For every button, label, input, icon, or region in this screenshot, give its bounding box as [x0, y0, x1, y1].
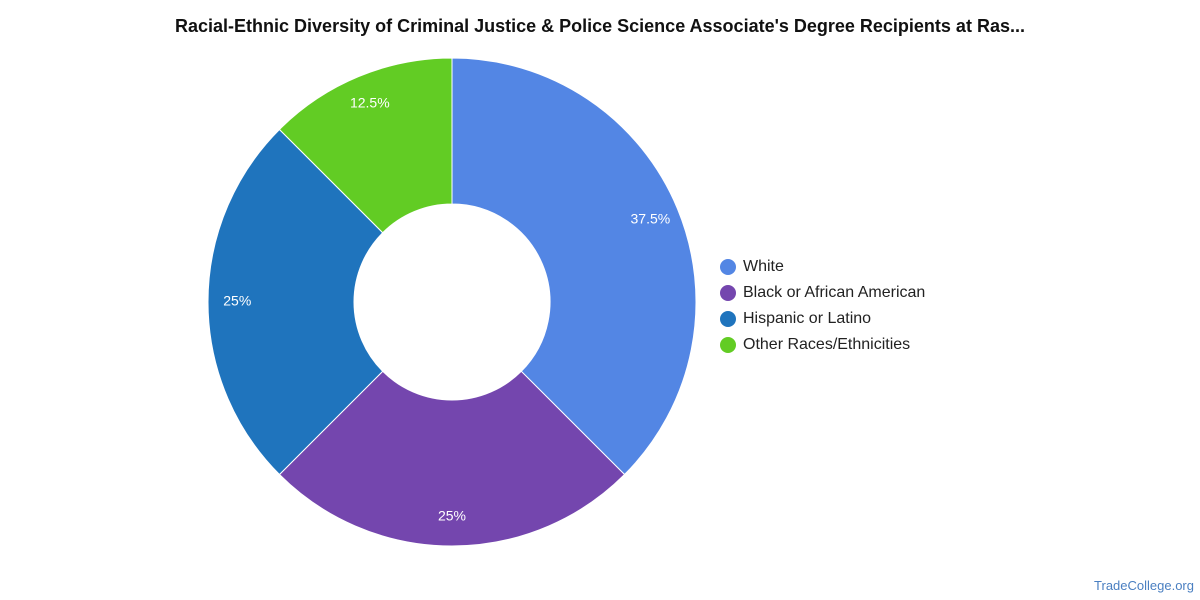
chart-legend: White Black or African American Hispanic… [720, 254, 925, 358]
legend-item-white[interactable]: White [720, 254, 925, 280]
legend-label-other-races-ethnicities: Other Races/Ethnicities [743, 336, 911, 353]
donut-slice-white[interactable] [451, 57, 697, 476]
donut-slice-other-races-ethnicities[interactable] [278, 57, 453, 234]
legend-label-hispanic-or-latino: Hispanic or Latino [743, 310, 872, 327]
legend-swatch-other-races-ethnicities [720, 337, 736, 353]
legend-item-hispanic-or-latino[interactable]: Hispanic or Latino [720, 306, 925, 332]
legend-swatch-black-or-african-american [720, 285, 736, 301]
donut-slice-hispanic-or-latino[interactable] [207, 128, 384, 476]
legend-label-black-or-african-american: Black or African American [743, 284, 926, 301]
watermark[interactable]: TradeCollege.org [1094, 578, 1194, 593]
chart-title: Racial-Ethnic Diversity of Criminal Just… [175, 16, 1025, 36]
slice-label-black-or-african-american: 25% [438, 507, 466, 523]
slice-label-white: 37.5% [631, 211, 671, 227]
legend-label-white: White [743, 258, 784, 275]
slice-label-other-races-ethnicities: 12.5% [350, 94, 390, 110]
legend-item-other-races-ethnicities[interactable]: Other Races/Ethnicities [720, 332, 925, 358]
slice-label-hispanic-or-latino: 25% [223, 293, 251, 309]
legend-swatch-hispanic-or-latino [720, 311, 736, 327]
donut-slice-labels: 37.5% 25% 25% 12.5% [223, 94, 670, 523]
legend-swatch-white [720, 259, 736, 275]
donut-slices [207, 57, 697, 547]
legend-item-black-or-african-american[interactable]: Black or African American [720, 280, 925, 306]
donut-slice-black-or-african-american[interactable] [278, 370, 626, 547]
